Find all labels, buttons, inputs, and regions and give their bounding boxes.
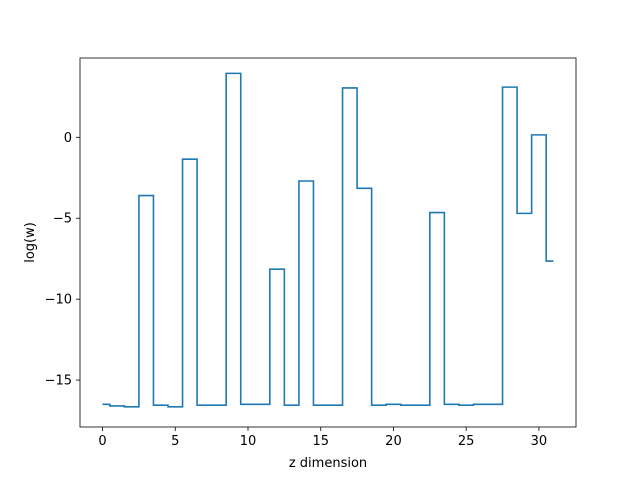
x-tick-label: 15: [312, 434, 329, 449]
x-axis-label: z dimension: [289, 456, 367, 471]
series-line: [102, 72, 554, 408]
y-axis-label: log(w): [23, 222, 38, 263]
x-tick-label: 5: [171, 434, 179, 449]
x-tick-label: 30: [531, 434, 548, 449]
y-tick-label: −15: [45, 374, 72, 389]
x-tick-label: 10: [240, 434, 257, 449]
x-tick-label: 20: [385, 434, 402, 449]
y-tick-label: −5: [53, 212, 72, 227]
axes-frame: [79, 57, 577, 428]
y-tick-label: −10: [45, 293, 72, 308]
x-tick-label: 0: [98, 434, 106, 449]
plot-series: [102, 72, 554, 408]
y-tick-label: 0: [64, 131, 72, 146]
x-tick-label: 25: [458, 434, 475, 449]
y-axis-ticks: −15 −10 −5 0: [45, 131, 80, 389]
x-axis-ticks: 0 5 10 15 20 25 30: [98, 427, 547, 449]
